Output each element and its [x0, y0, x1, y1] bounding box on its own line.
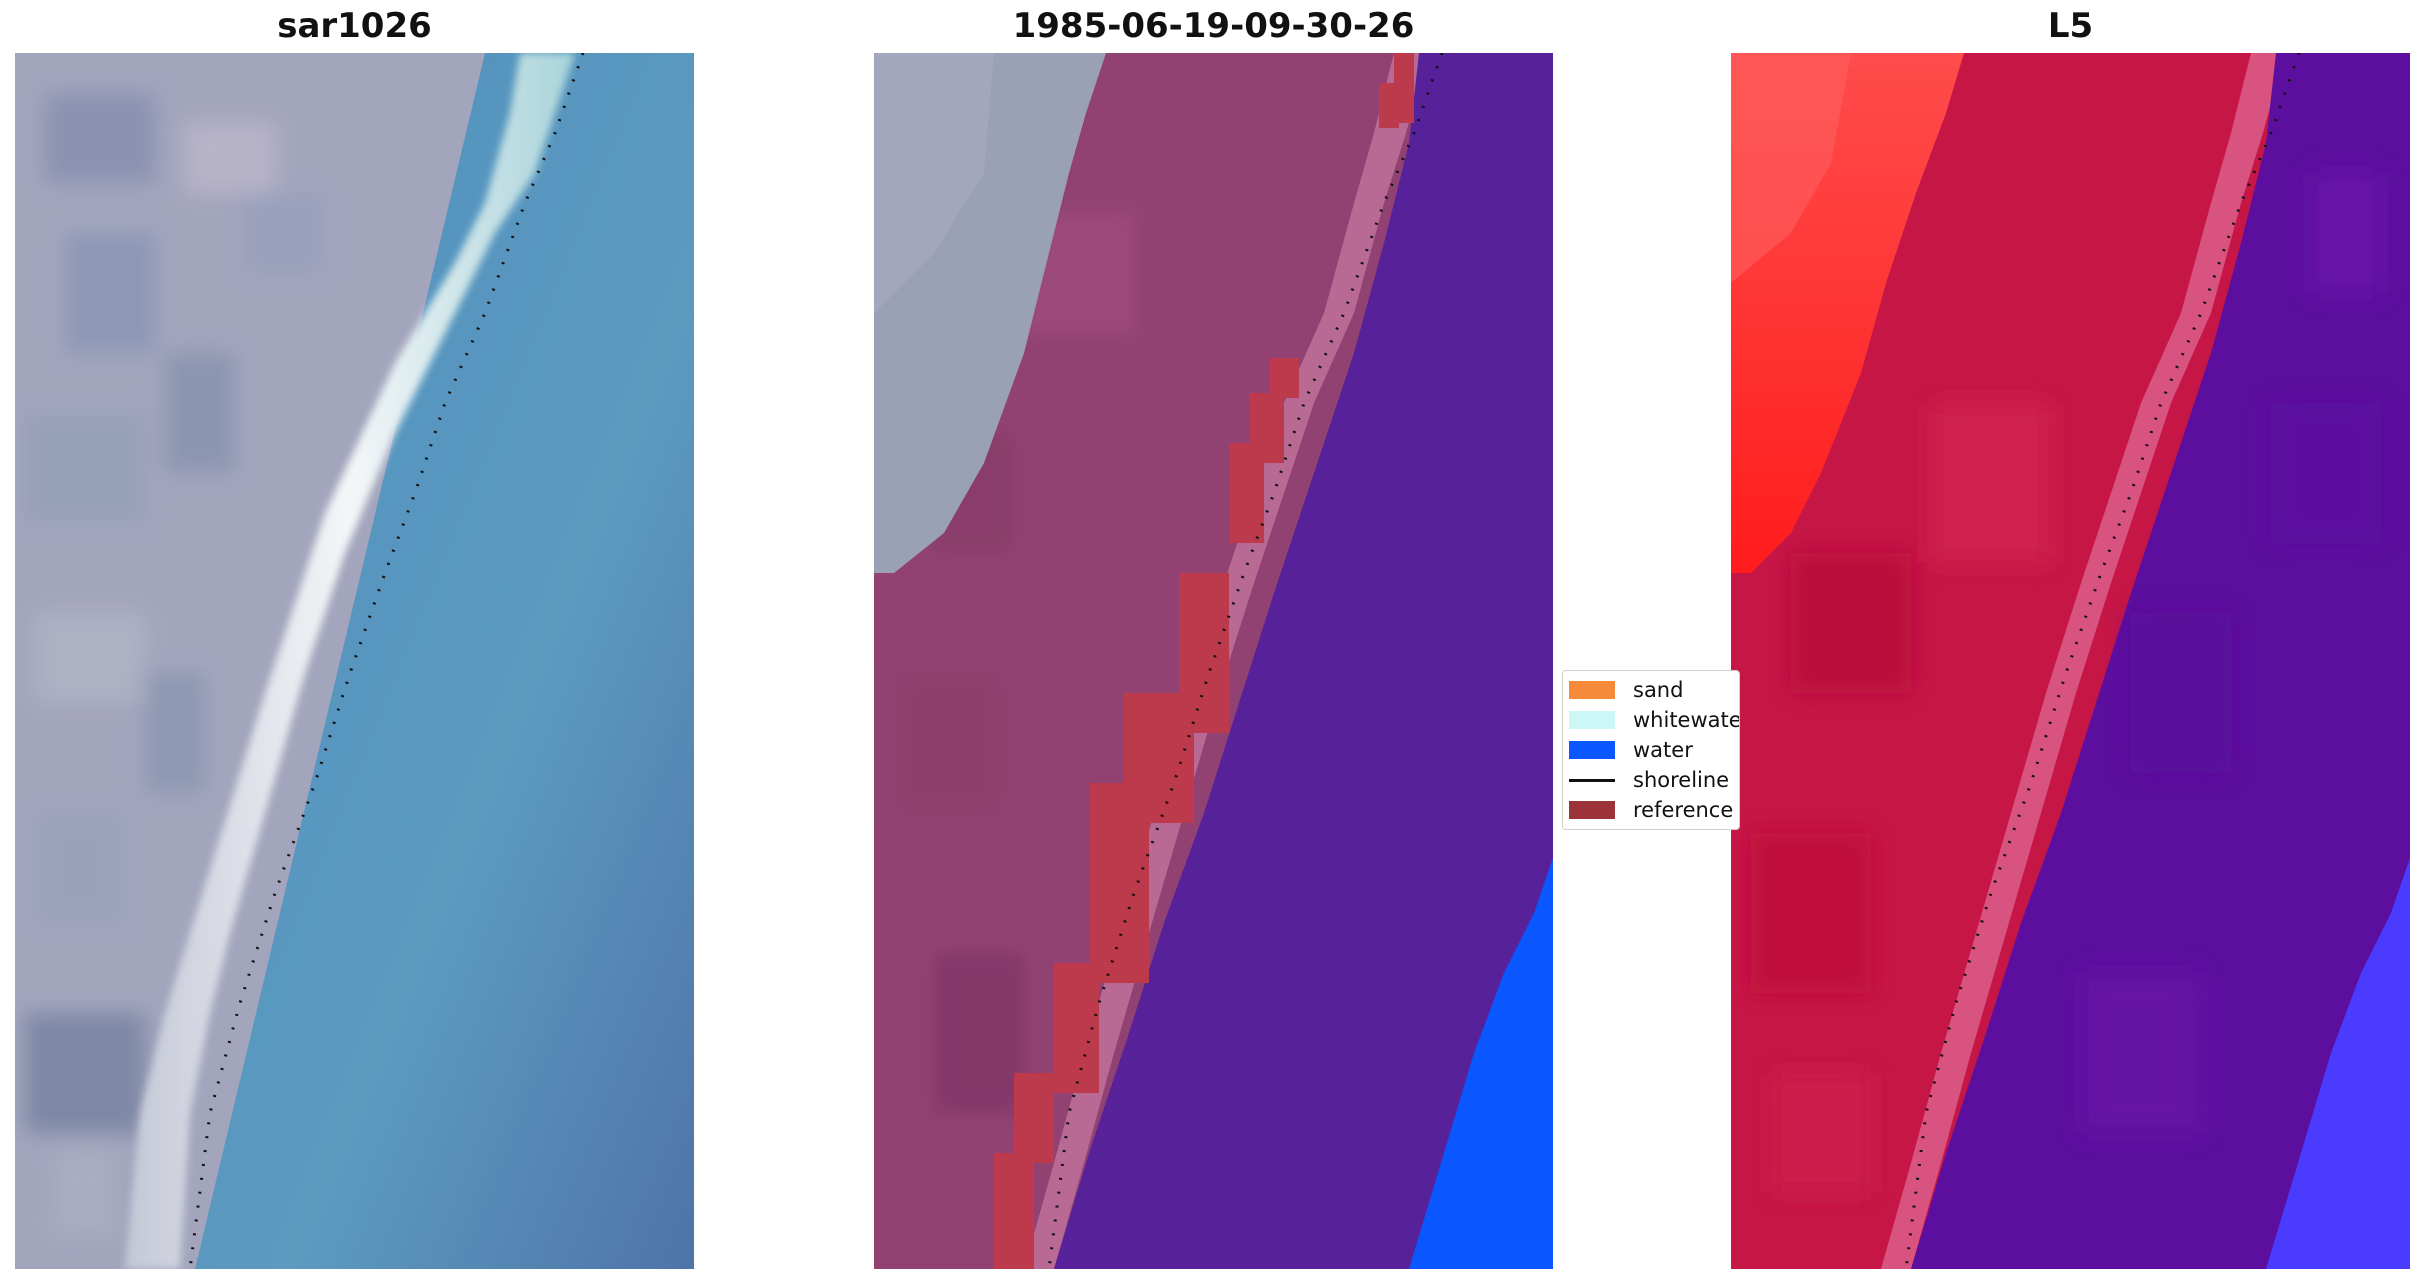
transition-band: [1881, 53, 2285, 1269]
sand-swatch: [1569, 681, 1615, 699]
classified-image: [874, 53, 1553, 1269]
ocean-water-area: [1409, 858, 1553, 1269]
legend-label: whitewater: [1633, 708, 1740, 732]
land-texture: [25, 93, 325, 1233]
legend: sand whitewater water shoreline referenc…: [1562, 670, 1740, 830]
legend-item-reference: reference: [1569, 797, 1733, 823]
legend-item-water: water: [1569, 737, 1693, 763]
panel-title-index: L5: [2047, 6, 2094, 46]
index-image: [1731, 53, 2410, 1269]
panel-title-classified: 1985-06-19-09-30-26: [1012, 6, 1415, 46]
shoreline-line-swatch: [1569, 778, 1615, 782]
legend-item-shoreline: shoreline: [1569, 767, 1729, 793]
legend-item-whitewater: whitewater: [1569, 707, 1740, 733]
rgb-satellite-image: [15, 53, 694, 1269]
water-area: [1054, 53, 1553, 1269]
reference-areas: [994, 53, 1414, 1269]
water-swatch: [1569, 741, 1615, 759]
reference-swatch: [1569, 801, 1615, 819]
legend-label: sand: [1633, 678, 1684, 702]
legend-label: shoreline: [1633, 768, 1730, 792]
legend-label: reference: [1633, 798, 1734, 822]
ocean-water-area: [2266, 858, 2410, 1269]
sea-area: [195, 53, 694, 1269]
legend-item-sand: sand: [1569, 677, 1683, 703]
surf-zone: [125, 53, 575, 1269]
panel-title-rgb: sar1026: [277, 6, 432, 46]
legend-label: water: [1633, 738, 1693, 762]
whitewater-swatch: [1569, 711, 1615, 729]
